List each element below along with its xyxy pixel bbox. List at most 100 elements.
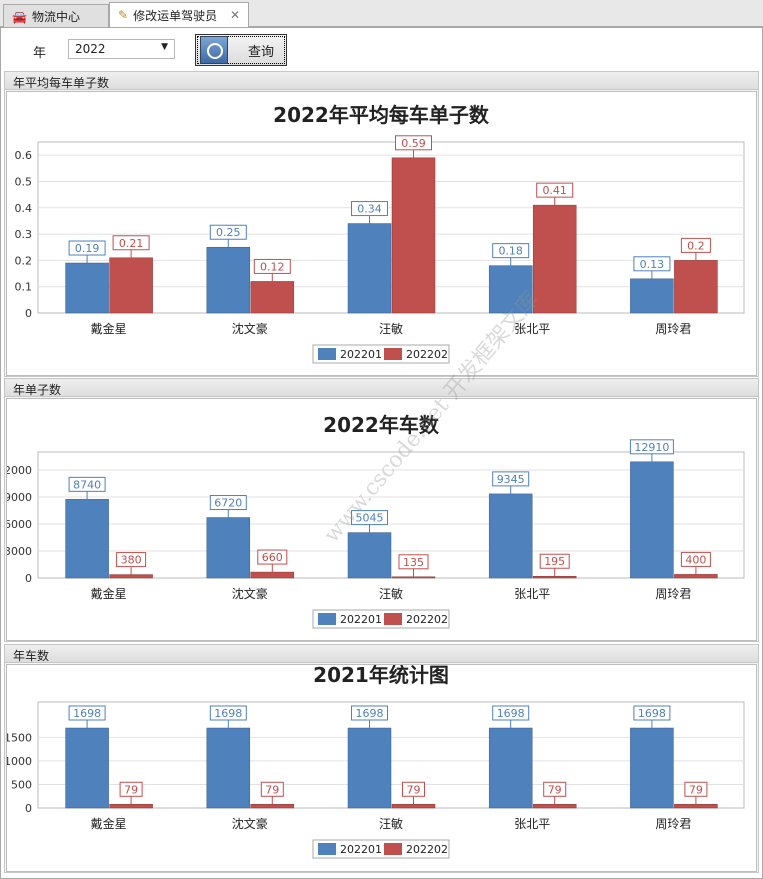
legend-label: 202201: [340, 348, 382, 361]
data-label: 0.25: [216, 226, 241, 239]
data-label: 12910: [634, 441, 669, 454]
data-label: 5045: [356, 512, 384, 525]
data-label: 0.21: [119, 237, 144, 250]
bar-202201: [630, 727, 674, 809]
bar-202202: [532, 575, 577, 579]
data-label: 0.41: [542, 184, 567, 197]
tab-logistics-center[interactable]: 🚘 物流中心: [3, 4, 109, 28]
legend-label: 202202: [406, 348, 448, 361]
tab-edit-driver[interactable]: ✎ 修改运单驾驶员 ✕: [109, 2, 249, 27]
chart-title: 2022年平均每车单子数: [273, 103, 490, 127]
bar-202202: [250, 281, 295, 314]
y-tick-label: 1000: [7, 755, 32, 768]
legend: [312, 344, 450, 364]
x-tick-label: 张北平: [514, 817, 550, 831]
data-label: 0.12: [260, 260, 285, 273]
bar-202201: [488, 727, 533, 809]
data-label-box: [539, 553, 570, 569]
y-tick-label: 12000: [7, 464, 32, 477]
year-select[interactable]: 2022 ▼: [68, 39, 175, 59]
panel-header: 年平均每车单子数: [5, 72, 758, 90]
bar-202201: [347, 532, 392, 579]
data-label: 1698: [214, 707, 242, 720]
bar-chart: 2022年车数 0 3000 6000 9000 12000 戴金星 8740 380 沈文豪 67…: [0, 413, 745, 629]
data-label-box: [209, 705, 247, 721]
close-icon[interactable]: ✕: [229, 8, 240, 22]
bar-202202: [674, 260, 718, 314]
panel-avg-per-car: 年平均每车单子数 2022年平均每车单子数 0 0.1 0.2 0.3 0.4 0.5 0.6…: [4, 71, 759, 377]
data-label: 0.13: [640, 258, 665, 271]
car-icon: 🚘: [12, 9, 27, 24]
legend-swatch: [318, 348, 336, 360]
data-label: 1698: [73, 707, 101, 720]
bar-202201: [347, 223, 392, 314]
bar-202202: [109, 804, 153, 809]
chevron-down-icon: ▼: [161, 42, 168, 52]
data-label-box: [629, 439, 674, 455]
data-label-box: [492, 705, 530, 721]
data-label-box: [633, 256, 671, 272]
legend-label: 202201: [340, 613, 382, 626]
panel-header: 年车数: [5, 645, 758, 663]
x-tick-label: 沈文豪: [232, 586, 268, 601]
chart-title: 2022年车数: [323, 413, 440, 437]
data-label-box: [68, 476, 106, 492]
bar-202201: [65, 727, 109, 809]
y-tick-label: 1500: [7, 731, 32, 744]
edit-user-icon: ✎: [118, 8, 129, 22]
x-tick-label: 周玲君: [655, 587, 691, 601]
bar-202201: [630, 461, 674, 579]
legend: [312, 839, 450, 859]
data-label-box: [398, 554, 429, 570]
bar-202201: [206, 517, 251, 579]
search-icon: [200, 36, 228, 64]
data-label-box: [351, 510, 388, 526]
data-label-box: [119, 781, 143, 797]
data-label: 0.59: [401, 137, 426, 150]
y-tick-label: 0: [25, 572, 32, 585]
tab-bar: 🚘 物流中心 ✎ 修改运单驾驶员 ✕: [0, 0, 763, 28]
data-label: 0.18: [498, 245, 523, 258]
data-label: 380: [121, 554, 142, 567]
panel-car-count: 年车数 2021年统计图 0 500 1000 1500 戴金星 1698 79 沈文豪 1698…: [4, 644, 759, 873]
x-tick-label: 汪敏: [379, 321, 403, 336]
data-label-box: [351, 705, 388, 721]
data-label-box: [680, 237, 711, 253]
data-label: 79: [689, 783, 703, 796]
bar-202201: [488, 493, 533, 579]
y-tick-label: 0.1: [15, 281, 33, 294]
data-label: 660: [262, 551, 283, 564]
bar-202201: [347, 727, 392, 809]
data-label: 9345: [497, 473, 525, 486]
query-button[interactable]: 查询: [195, 34, 287, 66]
bar-chart: 2021年统计图 0 500 1000 1500 戴金星 1698 79 沈文豪 1698 79 汪敏…: [4, 663, 745, 859]
data-label-box: [680, 551, 711, 567]
chart-title: 2021年统计图: [313, 665, 449, 687]
data-label: 79: [407, 783, 421, 796]
bar-202202: [532, 204, 577, 314]
bar-202201: [630, 278, 674, 314]
legend-swatch: [318, 843, 336, 855]
y-tick-label: 0.3: [15, 228, 33, 241]
bar-202201: [65, 262, 109, 314]
data-label: 135: [403, 556, 424, 569]
x-tick-label: 张北平: [514, 322, 550, 336]
legend-label: 202202: [406, 613, 448, 626]
bar-chart: 2022年平均每车单子数 0 0.1 0.2 0.3 0.4 0.5 0.6 戴金星 0.19 0.…: [15, 103, 745, 364]
data-label-box: [116, 552, 147, 568]
bar-202202: [391, 576, 436, 579]
data-label-box: [209, 495, 247, 511]
y-tick-label: 9000: [7, 491, 32, 504]
x-tick-label: 周玲君: [655, 817, 691, 831]
x-tick-label: 沈文豪: [232, 816, 268, 831]
bar-202201: [206, 727, 251, 809]
legend-swatch: [384, 348, 402, 360]
bar-202202: [674, 804, 718, 809]
panel-order-count: 年单子数 2022年车数 0 3000 6000 9000 12000 戴金星 8740 380…: [0, 378, 759, 642]
data-label-box: [68, 240, 106, 256]
data-label: 6720: [214, 497, 242, 510]
bar-202202: [250, 571, 295, 579]
y-tick-label: 0: [25, 307, 32, 320]
bar-202201: [206, 246, 251, 314]
legend-label: 202201: [340, 843, 382, 856]
